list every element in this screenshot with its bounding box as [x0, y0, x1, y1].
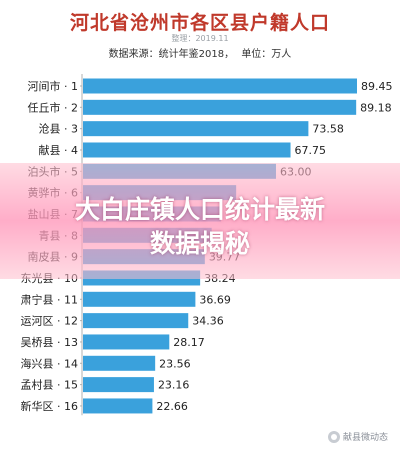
- value-label: 67.75: [295, 144, 327, 157]
- value-label: 28.17: [173, 336, 205, 349]
- source-line: 数据来源：统计年鉴2018， 单位：万人: [0, 45, 400, 60]
- watermark: 献县微动态: [327, 430, 388, 443]
- watermark-text: 献县微动态: [342, 433, 388, 443]
- category-label: 孟村县 · 15: [21, 378, 79, 392]
- bar: [83, 313, 189, 329]
- bar: [83, 78, 357, 94]
- bar: [83, 121, 309, 137]
- bar: [83, 99, 357, 115]
- promo-banner: [0, 163, 400, 279]
- compile-note: 整理：2019.11: [171, 34, 229, 43]
- value-label: 23.56: [159, 357, 191, 370]
- value-label: 22.66: [156, 400, 188, 413]
- bar: [83, 291, 196, 307]
- category-label: 河间市 · 1: [28, 79, 79, 93]
- unit-label: 单位：万人: [241, 49, 292, 60]
- bar: [83, 334, 170, 350]
- banner-line-1: 大白庄镇人口统计最新: [74, 195, 325, 224]
- banner-line-2: 数据揭秘: [149, 229, 250, 258]
- bar: [83, 355, 156, 371]
- bar: [83, 398, 153, 414]
- banner-title: 大白庄镇人口统计最新 数据揭秘: [0, 193, 400, 261]
- wechat-icon: [327, 430, 340, 443]
- value-label: 34.36: [192, 315, 224, 328]
- category-label: 海兴县 · 14: [21, 356, 79, 370]
- category-label: 新华区 · 16: [21, 399, 79, 413]
- bar: [83, 142, 291, 158]
- value-label: 23.16: [158, 379, 190, 392]
- chart-title: 河北省沧州市各区县户籍人口: [69, 12, 330, 34]
- category-label: 任丘市 · 2: [28, 100, 79, 114]
- bar: [83, 377, 154, 393]
- value-label: 36.69: [199, 293, 231, 306]
- category-label: 运河区 · 12: [21, 315, 79, 328]
- category-label: 吴桥县 · 13: [21, 336, 79, 349]
- category-label: 献县 · 4: [39, 143, 79, 157]
- category-label: 肃宁县 · 11: [21, 292, 79, 306]
- value-label: 89.45: [361, 80, 393, 93]
- value-label: 89.18: [360, 101, 392, 114]
- value-label: 73.58: [312, 123, 344, 136]
- source-label: 数据来源：统计年鉴2018，: [108, 49, 235, 60]
- category-label: 沧县 · 3: [39, 122, 79, 136]
